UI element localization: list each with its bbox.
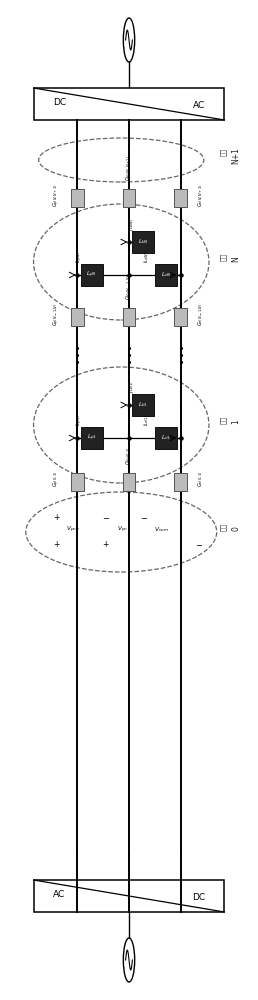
Bar (71, 308, 84, 326)
Text: $V_{pnu}$: $V_{pnu}$ (66, 525, 79, 535)
Bar (174, 308, 187, 326)
Text: 0: 0 (232, 527, 240, 531)
Text: $G_{p(0,1)}$: $G_{p(0,1)}$ (52, 471, 62, 487)
Bar (71, 189, 84, 207)
Text: AC: AC (53, 890, 66, 899)
Bar (34, 880, 224, 912)
Text: $G_{Nu(N-1,N)}$: $G_{Nu(N-1,N)}$ (125, 274, 133, 300)
Bar (155, 264, 178, 286)
Circle shape (123, 938, 135, 982)
Circle shape (123, 18, 135, 62)
Bar (34, 88, 224, 120)
Text: $I_{Ln(1)}$: $I_{Ln(1)}$ (143, 414, 151, 426)
Text: $V_{num}$: $V_{num}$ (154, 526, 169, 534)
Text: $L_{pN}$: $L_{pN}$ (86, 270, 97, 280)
Bar (123, 473, 135, 491)
Text: $G_{Nu(0,1)}$: $G_{Nu(0,1)}$ (125, 447, 133, 465)
Text: $+$: $+$ (53, 512, 61, 522)
Bar (132, 394, 154, 416)
Text: AC: AC (192, 101, 205, 110)
Text: $-$: $-$ (195, 540, 203, 548)
Text: 1: 1 (232, 420, 240, 424)
Bar (155, 427, 178, 449)
Text: $J_{Lb(1)}$: $J_{Lb(1)}$ (128, 381, 136, 393)
Text: $+$: $+$ (53, 539, 61, 549)
Text: 节点: 节点 (220, 148, 227, 156)
Text: $J_{Lb(N)}$: $J_{Lb(N)}$ (128, 217, 136, 231)
Text: $L_{p1}$: $L_{p1}$ (86, 433, 97, 443)
Text: 节点: 节点 (220, 253, 227, 261)
Text: $V_{pn}$: $V_{pn}$ (117, 525, 128, 535)
Text: 节点: 节点 (220, 523, 227, 531)
Text: $G_{Nu(N,N+1)}$: $G_{Nu(N,N+1)}$ (125, 155, 133, 181)
Bar (132, 231, 154, 253)
Text: N: N (232, 256, 240, 262)
Text: DC: DC (53, 98, 66, 107)
Text: 节点: 节点 (220, 416, 227, 424)
Bar (80, 427, 103, 449)
Text: $I_{Lp(N)}$: $I_{Lp(N)}$ (75, 251, 85, 263)
Text: $L_{b1}$: $L_{b1}$ (138, 401, 148, 409)
Text: $-$: $-$ (102, 512, 110, 521)
Text: $I_{Ln(N)}$: $I_{Ln(N)}$ (143, 251, 151, 263)
Bar (123, 308, 135, 326)
Text: $+$: $+$ (102, 539, 110, 549)
Bar (123, 189, 135, 207)
Text: $I_{Lp(1)}$: $I_{Lp(1)}$ (75, 414, 85, 426)
Text: $G_{p(N-1,N)}$: $G_{p(N-1,N)}$ (52, 302, 62, 326)
Text: $G_{n(N-1,N)}$: $G_{n(N-1,N)}$ (197, 302, 205, 326)
Bar (71, 473, 84, 491)
Text: $L_{n1}$: $L_{n1}$ (161, 434, 172, 442)
Text: DC: DC (192, 893, 205, 902)
Bar (174, 473, 187, 491)
Text: N+1: N+1 (232, 148, 240, 164)
Text: $G_{p(N,N+1)}$: $G_{p(N,N+1)}$ (52, 183, 62, 207)
Text: $G_{n(0,1)}$: $G_{n(0,1)}$ (197, 471, 205, 487)
Text: $G_{n(N,N+1)}$: $G_{n(N,N+1)}$ (197, 183, 205, 207)
Text: $-$: $-$ (140, 512, 149, 521)
Bar (80, 264, 103, 286)
Text: $L_{bN}$: $L_{bN}$ (138, 238, 149, 246)
Bar (174, 189, 187, 207)
Text: $L_{nN}$: $L_{nN}$ (161, 271, 172, 279)
